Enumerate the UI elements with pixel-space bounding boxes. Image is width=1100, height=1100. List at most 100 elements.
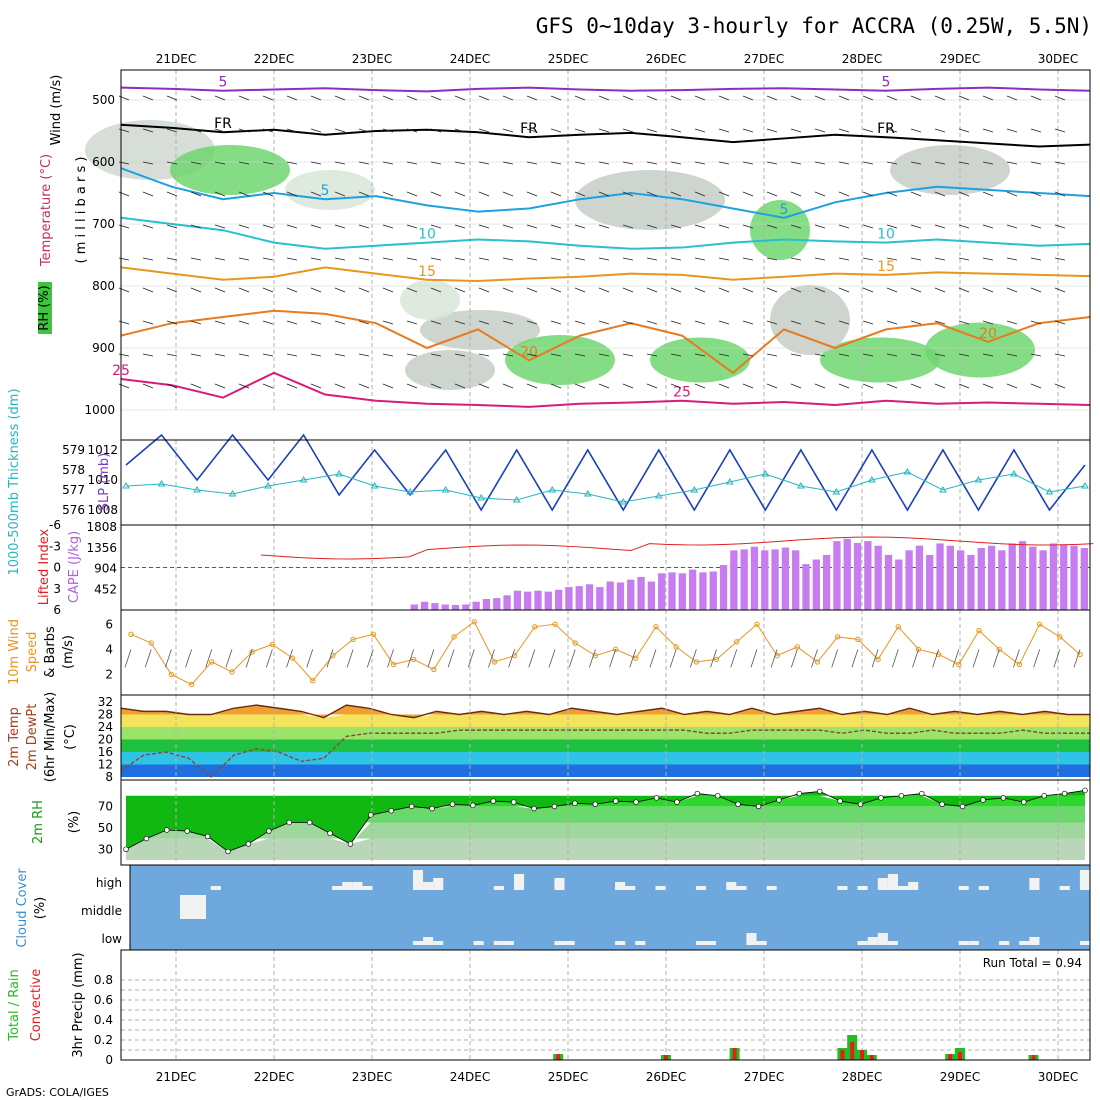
- temp-band: [121, 739, 1090, 752]
- wind-barb: [1030, 95, 1042, 101]
- wind-barb: [790, 224, 802, 229]
- thickness-point: [264, 482, 272, 489]
- cape-bar: [761, 550, 769, 610]
- wind-barb: [886, 161, 898, 165]
- wind-barb: [670, 287, 682, 293]
- thickness-point: [157, 480, 166, 487]
- ylabel-rh-unit: (%): [67, 811, 82, 834]
- wind-barb: [838, 287, 850, 293]
- wind-barb: [646, 95, 658, 101]
- cape-bar: [410, 604, 418, 610]
- cloud-bar: [999, 941, 1010, 945]
- wind-barb: [814, 383, 826, 389]
- wind-barb: [574, 287, 586, 293]
- wind-barb: [286, 191, 298, 197]
- rh-tick: 30: [98, 842, 113, 856]
- rh-point: [306, 819, 313, 826]
- wind-barb: [694, 161, 706, 165]
- precip-conv-bar: [556, 1054, 561, 1060]
- ylabel-total-rain: Total / Rain: [7, 969, 22, 1042]
- ylabel-rh2m: 2m RH: [31, 800, 46, 844]
- cape-bar: [1080, 548, 1088, 610]
- wind-barb: [358, 320, 370, 325]
- cloud-bar: [958, 941, 969, 945]
- cloud-bar: [554, 878, 565, 890]
- wind-barb: [550, 287, 562, 293]
- wind-barb: [382, 257, 394, 261]
- contour-line: [120, 371, 1091, 408]
- wind-barb: [166, 128, 178, 133]
- wind-barb: [811, 649, 818, 668]
- wind-barb: [382, 95, 394, 101]
- rh-band: [126, 838, 1085, 860]
- wind-barb: [568, 649, 576, 668]
- contour-line: [120, 86, 1091, 93]
- wind-barb: [958, 287, 970, 293]
- rh-point: [123, 846, 129, 852]
- rh-band: [126, 790, 1085, 852]
- wind-barb: [982, 161, 994, 165]
- wind-barb: [694, 287, 706, 293]
- rh-shading: 500 600 700 800 900 1000 5 5 FR FR FR 5 5 10 10 15 15 20 2…: [38, 69, 1091, 441]
- wind-barb: [454, 224, 466, 229]
- cape-bar: [709, 571, 717, 610]
- rh-point: [327, 830, 333, 836]
- temp-tick: 28: [98, 708, 113, 722]
- wind-barb: [214, 257, 226, 261]
- cape-bar: [513, 590, 522, 610]
- wind-barb: [814, 128, 826, 133]
- wind-barb: [310, 353, 322, 357]
- cape-bar: [493, 598, 501, 610]
- date-label-top: 25DEC: [548, 52, 588, 66]
- thickness-point: [796, 482, 805, 489]
- wind-line: [130, 621, 1081, 686]
- wind-barb: [454, 191, 466, 197]
- cape-bar: [451, 604, 460, 610]
- wind-barb: [142, 224, 154, 229]
- thickness-point: [725, 478, 734, 485]
- wind-barb: [910, 95, 922, 101]
- wind-point: [935, 651, 942, 658]
- cloud-bar: [1029, 878, 1040, 890]
- thickness-point: [974, 476, 983, 483]
- contour-line: [120, 309, 1091, 375]
- wind-point: [310, 678, 316, 684]
- wind-barb: [694, 320, 706, 325]
- contour-line: [120, 266, 1091, 283]
- wind-barb: [502, 320, 514, 325]
- thickness-point: [583, 490, 592, 497]
- cape-bar: [822, 554, 831, 610]
- wind-barb: [1030, 287, 1042, 293]
- wind-barb: [766, 95, 778, 101]
- cape-bar: [554, 589, 563, 610]
- pressure-tick: 600: [92, 155, 115, 169]
- wind-barb: [478, 287, 490, 293]
- cape-bar: [699, 572, 707, 610]
- wind-barb: [142, 320, 154, 325]
- rh-point: [266, 828, 272, 834]
- wind-point: [491, 659, 498, 665]
- rh-point: [613, 798, 619, 804]
- thick-tick: 577: [62, 483, 85, 497]
- rh-tick: 70: [98, 799, 113, 813]
- thickness-point: [939, 486, 947, 493]
- wind-barb: [310, 95, 322, 101]
- cloud-bar: [564, 941, 575, 945]
- contour-label: 5: [219, 75, 228, 91]
- wind-point: [1036, 621, 1043, 627]
- rh-point: [878, 795, 884, 801]
- wind-barb: [508, 649, 516, 668]
- cape-bar: [998, 550, 1006, 610]
- wind-barb: [1054, 128, 1066, 133]
- wind-barb: [838, 191, 850, 197]
- wind-barb: [214, 128, 226, 133]
- wind-barb: [430, 257, 442, 261]
- wind-point: [532, 624, 538, 630]
- wind-point: [713, 656, 720, 663]
- wind-barb: [814, 191, 826, 197]
- rh-blob: [820, 337, 940, 383]
- wind-barb: [1054, 287, 1066, 293]
- cape-bar: [740, 549, 748, 610]
- wind-barb: [1054, 191, 1066, 197]
- wind-barb: [214, 287, 226, 293]
